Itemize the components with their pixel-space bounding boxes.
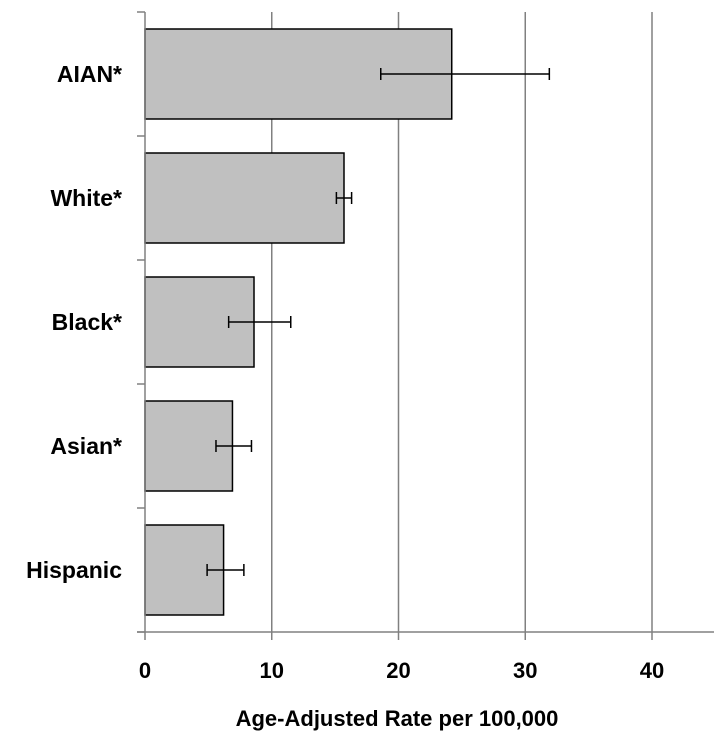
category-label: AIAN* [57,61,122,87]
labels: 0 10 20 30 40 AIAN* White* Black* Asian* Hispanic [26,61,664,683]
x-tick-label: 10 [260,658,284,683]
error-bars [206,68,551,576]
axes [137,11,714,640]
bar [144,152,345,244]
category-label: Hispanic [26,557,122,583]
category-label: Black* [52,309,122,335]
category-label: Asian* [50,433,122,459]
x-tick-label: 40 [640,658,664,683]
x-axis-title: Age-Adjusted Rate per 100,000 [236,706,559,731]
x-tick-label: 20 [386,658,410,683]
x-tick-label: 30 [513,658,537,683]
category-label: White* [50,185,122,211]
bars [144,28,453,616]
x-tick-label: 0 [139,658,151,683]
